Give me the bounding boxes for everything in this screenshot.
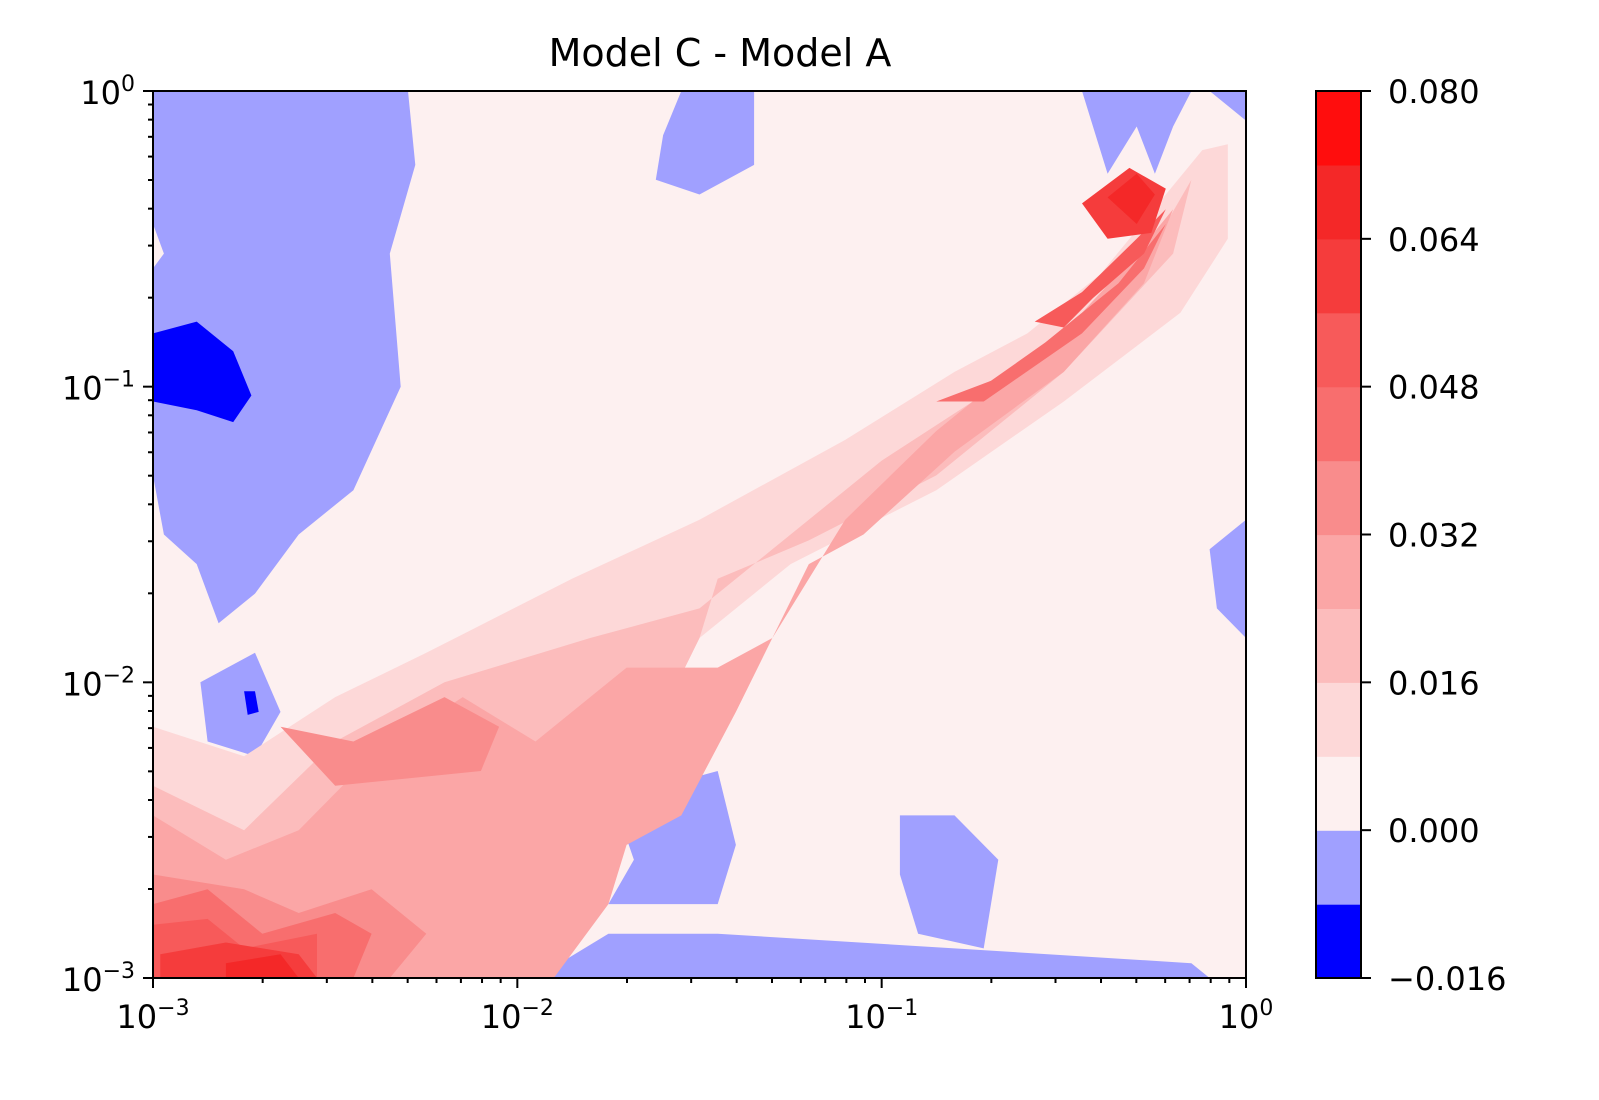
contour-region-bottom-left-hot-5 <box>225 954 299 978</box>
colorbar-tick-label: 0.048 <box>1388 369 1480 407</box>
contour-region-negative-top-left-notch <box>153 224 164 269</box>
contour-region-negative-right-edge <box>1209 519 1246 638</box>
colorbar-segment <box>1316 312 1361 388</box>
colorbar-segment <box>1316 608 1361 683</box>
colorbar-tick-label: 0.032 <box>1388 517 1480 555</box>
colorbar-segment <box>1316 682 1361 757</box>
contour-region-negative-top-left <box>153 91 416 624</box>
x-tick-label: 10−3 <box>116 996 189 1036</box>
colorbar-segment <box>1316 238 1361 314</box>
colorbar-segment <box>1316 534 1361 609</box>
contour-region-negative-top-right <box>1082 91 1192 174</box>
x-tick-label: 10−1 <box>845 996 918 1036</box>
contour-region-strong-negative-left <box>153 321 252 423</box>
y-axis: 10−3 10−2 10−1 100 <box>62 72 153 999</box>
contour-region-peak-top-right-inner <box>1107 173 1155 224</box>
colorbar-tick-label: 0.080 <box>1388 73 1480 111</box>
contour-region-negative-left-island <box>200 652 281 757</box>
colorbar: 0.080 0.064 0.048 0.032 0.016 0.000 −0.016 <box>1315 73 1506 998</box>
plot-frame <box>152 90 1247 979</box>
y-tick-label: 100 <box>80 72 135 112</box>
contour-region-negative-bottom-strip <box>535 933 1210 978</box>
colorbar-tick-label: 0.016 <box>1388 664 1480 702</box>
colorbar-segment <box>1316 91 1361 166</box>
colorbar-segment <box>1316 830 1361 905</box>
x-axis: 10−3 10−2 10−1 100 <box>116 978 1273 1036</box>
colorbar-tick-label: 0.000 <box>1388 812 1480 850</box>
colorbar-segment <box>1316 460 1361 536</box>
chart-title: Model C - Model A <box>549 31 892 75</box>
contour-region-negative-top-corner <box>1209 91 1246 121</box>
y-tick-label: 10−3 <box>62 959 135 999</box>
contour-fill-area <box>153 91 1246 978</box>
x-tick-label: 100 <box>1219 996 1274 1036</box>
contour-region-diagonal-core-3 <box>1034 209 1166 328</box>
contour-region-diagonal-band-3 <box>153 209 1174 978</box>
colorbar-segment <box>1316 164 1361 240</box>
colorbar-tick-label: −0.016 <box>1388 960 1506 998</box>
contour-region-diagonal-core-1 <box>280 697 500 786</box>
y-tick-label: 10−1 <box>62 368 135 408</box>
contour-region-negative-top-center <box>655 91 755 195</box>
colorbar-segment <box>1316 756 1361 831</box>
contour-region-strong-negative-small <box>244 691 259 715</box>
contour-region-negative-bottom-right <box>899 815 999 949</box>
colorbar-tick-label: 0.064 <box>1388 221 1480 259</box>
colorbar-segment <box>1316 904 1361 979</box>
x-tick-label: 10−2 <box>481 996 554 1036</box>
y-tick-label: 10−2 <box>62 663 135 703</box>
colorbar-segment <box>1316 386 1361 462</box>
